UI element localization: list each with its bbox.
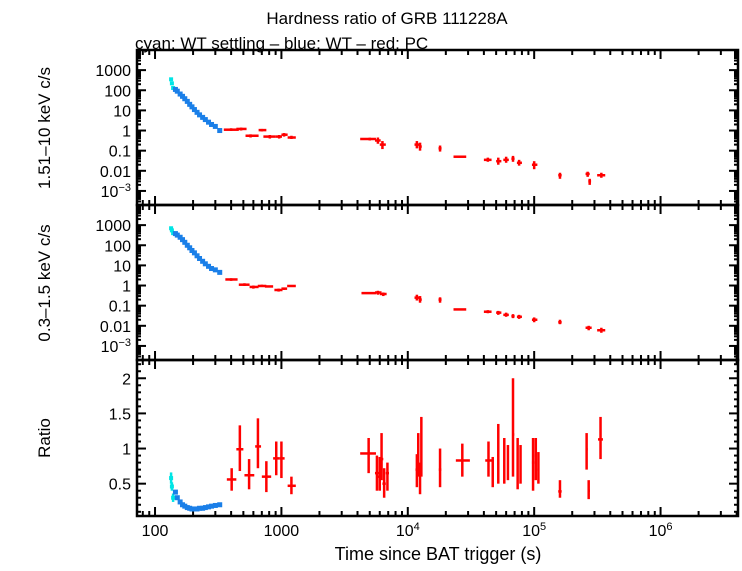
wt-point [182,96,188,102]
wt-point [200,258,206,264]
wt-point [184,98,190,104]
wt-point [194,109,200,115]
y-axis-label-soft: 0.3–1.5 keV c/s [35,224,54,341]
y-tick-label: 0.01 [100,164,131,181]
wt-point [209,121,215,127]
wt-settling-point [169,77,174,82]
wt-point [202,117,208,123]
wt-settling-point [169,228,174,233]
y-tick-label: 1 [122,279,131,296]
wt-point [191,506,197,512]
wt-point [217,502,223,508]
wt-point [197,112,203,118]
wt-point [184,242,190,248]
y-tick-label: 0.1 [109,299,131,316]
wt-point [194,253,200,259]
y-tick-label: 1 [122,124,131,141]
wt-settling-point [169,81,174,86]
wt-settling-point [169,476,174,481]
wt-point [212,123,218,129]
wt-point [187,101,193,107]
y-tick-label: 1000 [95,63,131,80]
y-tick-label: 10−3 [101,182,131,201]
wt-point [202,505,208,511]
y-tick-label: 10−3 [101,337,131,356]
y-tick-label: 0.1 [109,144,131,161]
y-tick-label: 1.5 [109,406,131,423]
y-tick-label: 0.5 [109,477,131,494]
y-tick-label: 1 [122,442,131,459]
y-tick-label: 2 [122,371,131,388]
wt-settling-point [171,495,176,500]
wt-point [206,263,212,269]
y-tick-label: 100 [104,238,131,255]
wt-point [174,495,180,501]
wt-point [182,239,188,245]
wt-point [200,505,206,511]
y-axis-label-ratio: Ratio [35,418,54,458]
wt-point [191,107,197,113]
wt-point [177,499,183,505]
chart-subtitle: cyan: WT settling – blue: WT – red: PC [135,34,428,53]
wt-point [197,256,203,262]
wt-point [191,250,197,256]
y-tick-label: 1000 [95,218,131,235]
panel-frame [135,358,740,518]
x-axis-label: Time since BAT trigger (s) [335,544,542,564]
wt-point [174,232,180,238]
y-tick-label: 0.01 [100,319,131,336]
wt-point [200,114,206,120]
y-axis-label-hard: 1.51–10 keV c/s [35,67,54,189]
wt-point [217,269,223,275]
wt-settling-point [169,484,174,489]
y-tick-label: 10 [113,103,131,120]
x-tick-label: 106 [649,521,673,540]
wt-point [212,502,218,508]
wt-point [209,503,215,509]
panel-frame [135,203,740,362]
x-tick-label: 100 [142,523,169,540]
wt-point [189,104,195,110]
wt-point [206,504,212,510]
wt-point [180,237,186,243]
wt-point [206,119,212,125]
x-tick-label: 104 [396,521,420,540]
wt-point [212,267,218,273]
wt-point [187,245,193,251]
chart-title: Hardness ratio of GRB 111228A [266,9,508,28]
y-tick-label: 100 [104,83,131,100]
wt-point [174,88,180,94]
wt-point [197,505,203,511]
x-tick-label: 105 [522,521,546,540]
wt-settling-point [169,226,174,231]
wt-point [202,261,208,267]
wt-point [172,489,178,495]
y-tick-label: 10 [113,258,131,275]
wt-point [209,266,215,272]
wt-point [217,128,223,134]
panel-frame [135,48,740,207]
x-tick-label: 1000 [264,523,300,540]
